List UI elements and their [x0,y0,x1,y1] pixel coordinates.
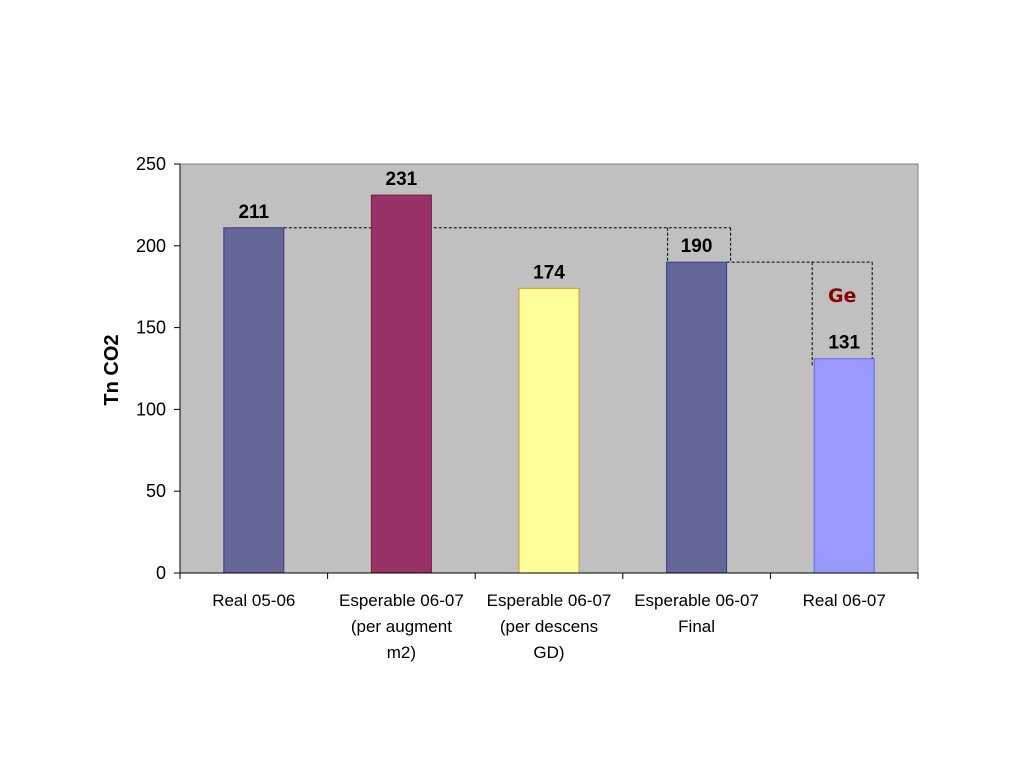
y-tick-label: 0 [156,563,166,583]
x-tick-label: Final [678,617,715,636]
x-tick-label: Esperable 06-07 [339,591,464,610]
bars-group [223,194,875,574]
value-label: 131 [828,333,860,354]
x-tick-label: Real 05-06 [212,591,295,610]
axes-group [174,163,919,579]
bar [370,194,432,574]
y-tick-label: 150 [136,318,166,338]
x-tick-label: Real 06-07 [803,591,886,610]
value-label: 174 [533,262,565,283]
bar [223,227,285,574]
x-tick-label: Esperable 06-07 [634,591,759,610]
x-tick-label: (per descens [500,617,598,636]
labels-group: 0 50 100 150 200 250 211 Real 05-06 231 Esperable… [136,154,886,662]
bar [518,287,580,574]
y-tick-label: 200 [136,236,166,256]
value-label: 211 [238,202,269,223]
x-tick-label: Esperable 06-07 [487,591,612,610]
value-label: 190 [681,236,713,257]
bar [813,358,875,574]
x-tick-label: m2) [387,643,416,662]
bar [666,261,728,574]
y-axis-label: Tn CO2 [101,334,123,405]
connector-lines [283,227,873,367]
x-tick-label: GD) [533,643,564,662]
x-tick-label: (per augment [351,617,452,636]
y-tick-label: 250 [136,154,166,174]
y-tick-label: 100 [136,399,166,419]
annotation-label: Ge [828,285,856,307]
value-label: 231 [386,169,418,190]
y-tick-label: 50 [146,481,166,501]
